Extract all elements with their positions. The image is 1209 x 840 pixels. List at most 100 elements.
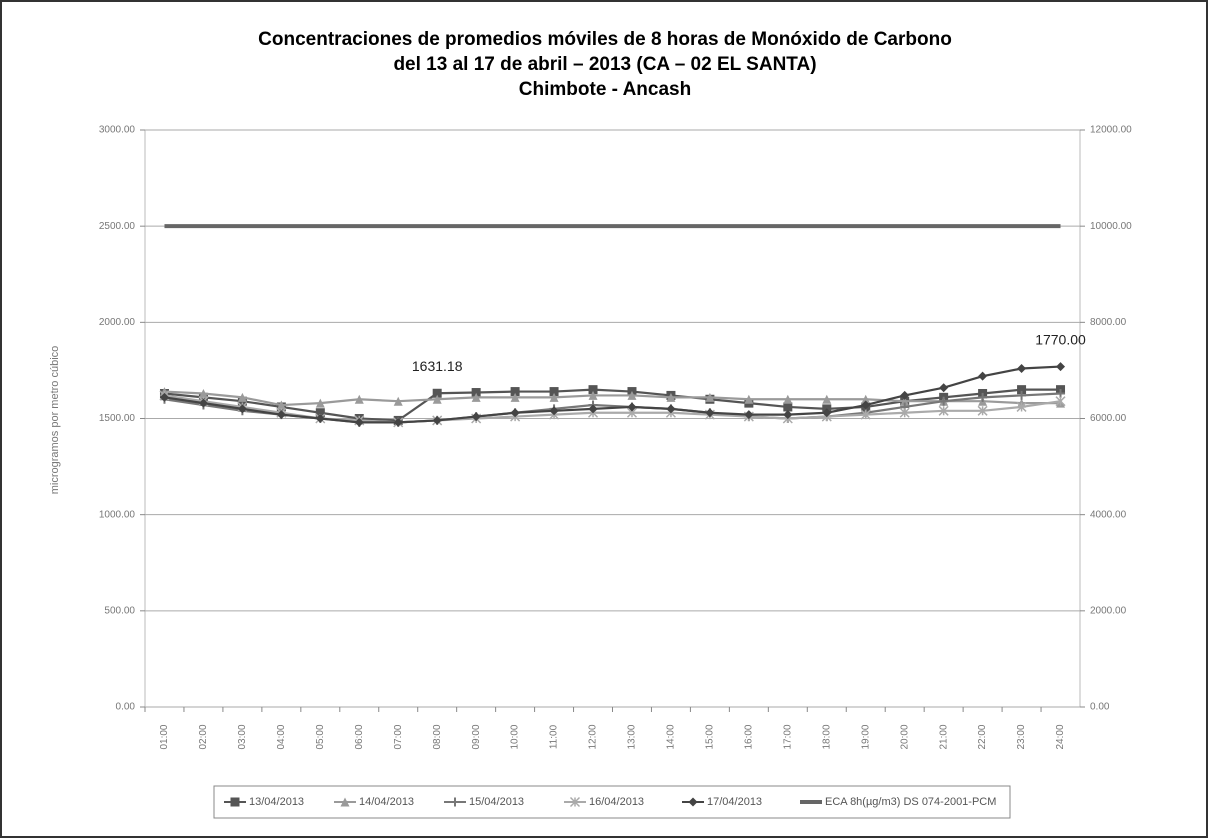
- chart-title: del 13 al 17 de abril – 2013 (CA – 02 EL…: [393, 54, 816, 75]
- legend-marker: [569, 796, 581, 808]
- x-tick-label: 14:00: [666, 724, 677, 749]
- marker: [510, 387, 520, 397]
- marker: [938, 405, 949, 416]
- marker: [471, 388, 481, 398]
- legend-marker: [340, 797, 350, 807]
- x-tick-label: 15:00: [705, 724, 716, 749]
- y-tick-label: 3000.00: [99, 125, 136, 136]
- series-line: [164, 365, 1061, 424]
- x-tick-label: 01:00: [159, 724, 170, 749]
- x-tick-label: 03:00: [237, 724, 248, 749]
- marker: [159, 392, 169, 402]
- x-tick-label: 20:00: [899, 724, 910, 749]
- marker: [1017, 390, 1027, 400]
- marker: [549, 387, 559, 397]
- marker: [315, 408, 325, 418]
- legend-label: 15/04/2013: [469, 796, 524, 808]
- y2-tick-label: 2000.00: [1090, 605, 1127, 616]
- x-tick-label: 04:00: [276, 724, 287, 749]
- y-tick-label: 500.00: [104, 605, 135, 616]
- marker: [588, 404, 598, 414]
- marker: [666, 392, 676, 402]
- legend-marker: [230, 797, 240, 807]
- marker: [588, 390, 598, 400]
- marker: [822, 394, 832, 404]
- x-tick-label: 17:00: [782, 724, 793, 749]
- marker: [900, 390, 910, 400]
- x-tick-label: 16:00: [743, 724, 754, 749]
- marker: [1017, 363, 1027, 373]
- x-tick-label: 10:00: [510, 724, 521, 749]
- y2-tick-label: 6000.00: [1090, 413, 1127, 424]
- marker: [861, 394, 871, 404]
- data-label: 1770.00: [1035, 331, 1086, 347]
- y-tick-label: 0.00: [116, 702, 136, 713]
- x-tick-label: 24:00: [1055, 724, 1066, 749]
- y-tick-label: 2500.00: [99, 221, 136, 232]
- marker: [1017, 385, 1027, 395]
- marker: [276, 410, 286, 420]
- marker: [198, 388, 208, 398]
- marker: [861, 400, 871, 410]
- y2-tick-label: 0.00: [1090, 702, 1110, 713]
- x-tick-label: 19:00: [860, 724, 871, 749]
- marker: [549, 406, 559, 416]
- marker: [900, 396, 910, 406]
- legend-marker: [450, 797, 460, 807]
- marker: [198, 398, 208, 408]
- marker: [432, 415, 442, 425]
- x-tick-label: 11:00: [549, 724, 560, 749]
- marker: [978, 392, 988, 402]
- marker: [783, 402, 793, 412]
- marker: [939, 396, 949, 406]
- marker: [899, 407, 910, 418]
- marker: [627, 402, 637, 412]
- marker: [549, 392, 559, 402]
- x-tick-label: 18:00: [821, 724, 832, 749]
- y2-tick-label: 12000.00: [1090, 125, 1132, 136]
- legend-label: 17/04/2013: [707, 796, 762, 808]
- legend-marker: [688, 797, 698, 807]
- x-tick-label: 06:00: [354, 724, 365, 749]
- data-label: 1631.18: [412, 358, 463, 374]
- x-tick-label: 23:00: [1016, 724, 1027, 749]
- y2-tick-label: 8000.00: [1090, 317, 1127, 328]
- marker: [276, 400, 286, 410]
- y-tick-label: 1500.00: [99, 413, 136, 424]
- legend-label: 13/04/2013: [249, 796, 304, 808]
- x-tick-label: 07:00: [393, 724, 404, 749]
- marker: [627, 390, 637, 400]
- marker: [977, 405, 988, 416]
- marker: [666, 404, 676, 414]
- x-tick-label: 05:00: [315, 724, 326, 749]
- marker: [860, 409, 871, 420]
- marker: [393, 417, 403, 427]
- marker: [705, 392, 715, 402]
- legend-label: ECA 8h(µg/m3) DS 074-2001-PCM: [825, 796, 996, 808]
- x-tick-label: 22:00: [977, 724, 988, 749]
- marker: [744, 410, 754, 420]
- chart-title: Concentraciones de promedios móviles de …: [258, 29, 952, 50]
- y2-tick-label: 4000.00: [1090, 509, 1127, 520]
- legend-label: 16/04/2013: [589, 796, 644, 808]
- y-axis-label: microgramos por metro cúbico: [49, 346, 61, 495]
- marker: [939, 383, 949, 393]
- series-line: [164, 390, 1061, 407]
- marker: [237, 392, 247, 402]
- marker: [705, 408, 715, 418]
- legend-label: 14/04/2013: [359, 796, 414, 808]
- marker: [354, 394, 364, 404]
- marker: [393, 396, 403, 406]
- marker: [1056, 388, 1066, 398]
- marker: [744, 394, 754, 404]
- marker: [471, 412, 481, 422]
- y-tick-label: 2000.00: [99, 317, 136, 328]
- marker: [315, 398, 325, 408]
- marker: [588, 385, 598, 395]
- marker: [510, 408, 520, 418]
- marker: [1055, 396, 1066, 407]
- marker: [315, 414, 325, 423]
- y2-tick-label: 10000.00: [1090, 221, 1132, 232]
